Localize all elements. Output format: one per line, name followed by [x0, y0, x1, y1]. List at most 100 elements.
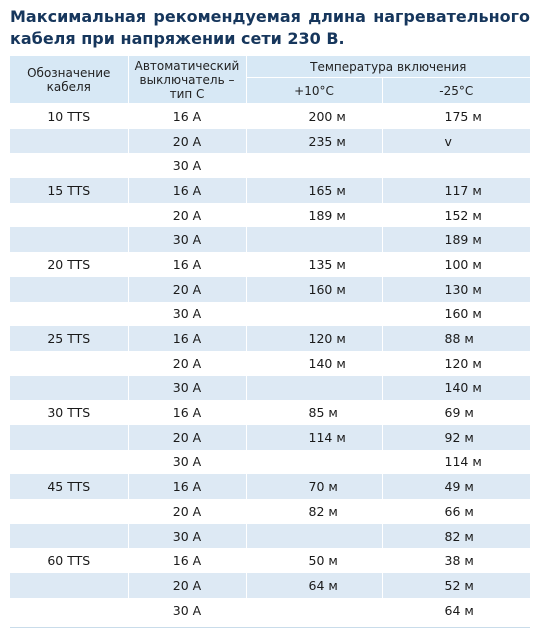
cell-breaker: 16 A — [128, 178, 247, 203]
table-row: 20 A 160 м 130 м — [10, 276, 530, 302]
cell-breaker: 30 A — [128, 375, 247, 401]
cell-cable — [10, 597, 129, 623]
table-row: 30 A 82 м — [10, 523, 530, 549]
cell-length-plus10 — [246, 375, 383, 401]
cell-breaker: 20 A — [128, 276, 247, 302]
cell-length-plus10 — [246, 153, 383, 179]
cell-length-plus10: 165 м — [246, 178, 383, 203]
cell-breaker: 20 A — [128, 573, 247, 598]
table-row: 30 A — [10, 153, 530, 179]
cell-length-plus10 — [246, 301, 383, 327]
table-body: 10 TTS 16 A 200 м 175 м 20 A 235 м v 30 A 15 TTS… — [10, 103, 530, 623]
cell-length-plus10: 235 м — [246, 128, 383, 154]
cell-length-minus25 — [382, 153, 530, 179]
table-row: 10 TTS 16 A 200 м 175 м — [10, 103, 530, 129]
table-row: 20 A 189 м 152 м — [10, 202, 530, 228]
cell-length-plus10 — [246, 227, 383, 253]
page-title: Максимальная рекомендуемая длина нагрева… — [10, 7, 530, 48]
cell-breaker: 16 A — [128, 474, 247, 499]
cell-cable: 10 TTS — [10, 103, 129, 129]
header-temp-plus10: +10°C — [246, 77, 383, 104]
table-row: 30 TTS 16 A 85 м 69 м — [10, 400, 530, 425]
cell-breaker: 16 A — [128, 400, 247, 425]
cell-breaker: 20 A — [128, 350, 247, 376]
cell-length-plus10: 70 м — [246, 474, 383, 499]
header-temperature: Температура включения — [246, 56, 530, 78]
cell-length-plus10: 140 м — [246, 350, 383, 376]
cell-length-minus25: 117 м — [382, 178, 530, 203]
cell-cable — [10, 276, 129, 302]
cell-breaker: 30 A — [128, 597, 247, 623]
cell-cable — [10, 449, 129, 475]
cell-cable: 15 TTS — [10, 178, 129, 203]
table-row: 20 A 140 м 120 м — [10, 350, 530, 376]
header-temp-minus25: -25°C — [382, 77, 530, 104]
cell-cable: 45 TTS — [10, 474, 129, 499]
table-row: 20 A 114 м 92 м — [10, 424, 530, 450]
cell-length-minus25: 160 м — [382, 301, 530, 327]
table-row: 60 TTS 16 A 50 м 38 м — [10, 548, 530, 574]
cell-cable — [10, 301, 129, 327]
cell-breaker: 20 A — [128, 128, 247, 154]
cell-length-plus10: 160 м — [246, 276, 383, 302]
cell-length-minus25: 120 м — [382, 350, 530, 376]
cell-breaker: 30 A — [128, 523, 247, 549]
header-cable: Обозначение кабеля — [10, 56, 129, 104]
table-row: 15 TTS 16 A 165 м 117 м — [10, 178, 530, 203]
cell-cable — [10, 499, 129, 524]
table-row: 20 TTS 16 A 135 м 100 м — [10, 252, 530, 277]
cell-cable — [10, 424, 129, 450]
cell-length-minus25: 189 м — [382, 227, 530, 253]
cell-cable — [10, 153, 129, 179]
cell-length-plus10: 64 м — [246, 573, 383, 598]
cell-breaker: 20 A — [128, 202, 247, 228]
cell-cable: 30 TTS — [10, 400, 129, 425]
table-row: 30 A 140 м — [10, 375, 530, 401]
cell-length-plus10 — [246, 449, 383, 475]
cell-length-minus25: 64 м — [382, 597, 530, 623]
cell-cable — [10, 523, 129, 549]
cell-length-plus10 — [246, 523, 383, 549]
cell-breaker: 20 A — [128, 424, 247, 450]
header-breaker: Автоматический выключатель – тип C — [128, 56, 247, 104]
cell-length-minus25: 130 м — [382, 276, 530, 302]
cell-length-plus10 — [246, 597, 383, 623]
cell-breaker: 30 A — [128, 153, 247, 179]
cell-breaker: 30 A — [128, 449, 247, 475]
table-row: 20 A 64 м 52 м — [10, 573, 530, 598]
table-row: 45 TTS 16 A 70 м 49 м — [10, 474, 530, 499]
cell-breaker: 30 A — [128, 301, 247, 327]
cell-length-minus25: 38 м — [382, 548, 530, 574]
cell-breaker: 16 A — [128, 548, 247, 574]
table-row: 30 A 160 м — [10, 301, 530, 327]
cell-cable — [10, 202, 129, 228]
cell-length-plus10: 189 м — [246, 202, 383, 228]
cell-length-minus25: 88 м — [382, 326, 530, 351]
cell-length-plus10: 135 м — [246, 252, 383, 277]
table-row: 30 A 189 м — [10, 227, 530, 253]
cell-cable — [10, 573, 129, 598]
cell-cable: 25 TTS — [10, 326, 129, 351]
cell-length-minus25: 52 м — [382, 573, 530, 598]
cell-length-minus25: 82 м — [382, 523, 530, 549]
table-row: 30 A 64 м — [10, 597, 530, 623]
cell-length-minus25: v — [382, 128, 530, 154]
cell-length-minus25: 92 м — [382, 424, 530, 450]
cell-breaker: 16 A — [128, 326, 247, 351]
table-row: 25 TTS 16 A 120 м 88 м — [10, 326, 530, 351]
cell-length-minus25: 49 м — [382, 474, 530, 499]
cell-length-plus10: 120 м — [246, 326, 383, 351]
cable-length-table: Обозначение кабеля Автоматический выключ… — [10, 56, 530, 623]
cell-length-plus10: 50 м — [246, 548, 383, 574]
cell-breaker: 16 A — [128, 103, 247, 129]
cell-length-plus10: 114 м — [246, 424, 383, 450]
cell-cable — [10, 375, 129, 401]
table-row: 20 A 82 м 66 м — [10, 499, 530, 524]
cell-length-minus25: 140 м — [382, 375, 530, 401]
cell-cable — [10, 227, 129, 253]
cell-length-minus25: 175 м — [382, 103, 530, 129]
cell-length-minus25: 100 м — [382, 252, 530, 277]
cell-cable: 20 TTS — [10, 252, 129, 277]
